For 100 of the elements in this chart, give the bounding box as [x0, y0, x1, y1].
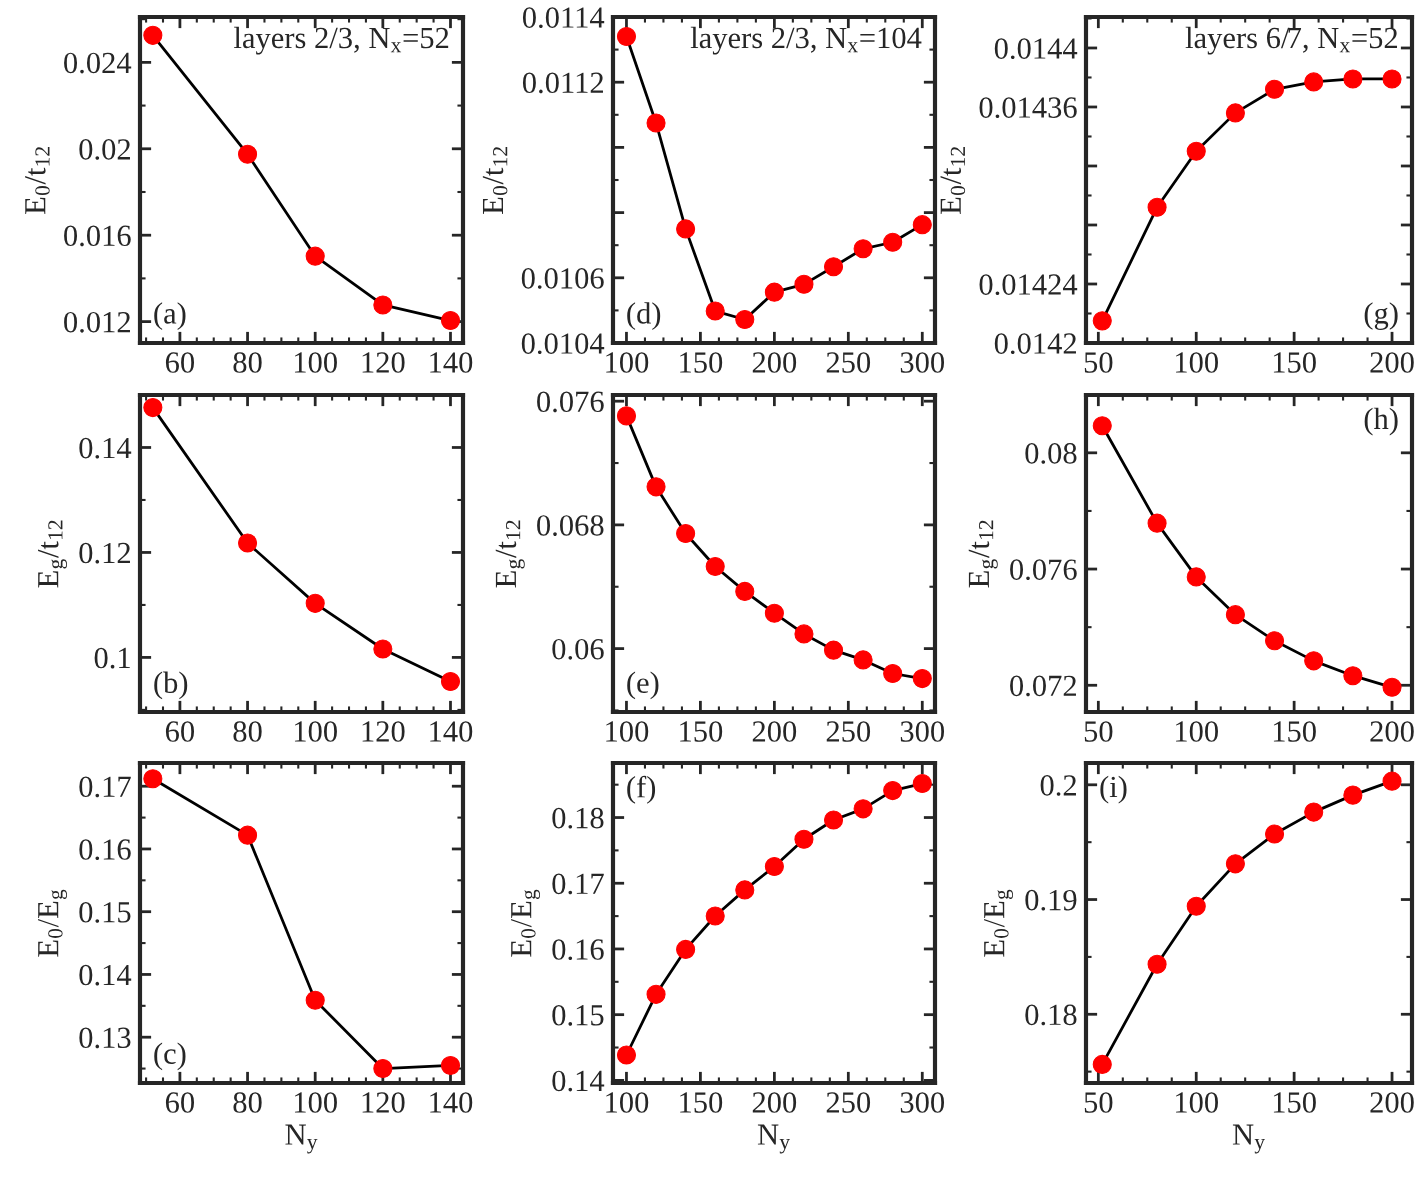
point — [1304, 802, 1324, 822]
x-tick-label: 140 — [430, 721, 473, 742]
y-axis-title: E$_{0}$/t$_{12}$ — [25, 147, 50, 214]
x-tick-label: 200 — [1370, 721, 1414, 742]
x-tick-label: 200 — [1370, 1092, 1414, 1113]
y-tick-label: 0.06 — [552, 638, 604, 660]
y-tick-label: 0.024 — [64, 52, 132, 74]
point — [1225, 854, 1245, 874]
x-tick-label: 80 — [233, 721, 262, 742]
x-tick-label: 50 — [1084, 352, 1113, 373]
annotation: (g) — [1364, 302, 1398, 330]
y-tick-label: 0.068 — [537, 515, 604, 536]
point — [1265, 631, 1285, 651]
y-tick-label: 0.17 — [79, 776, 131, 798]
point — [616, 1045, 637, 1065]
y-tick-label: 0.076 — [1010, 559, 1077, 581]
x-tick-label: 150 — [1273, 721, 1316, 742]
annotation: (h) — [1364, 407, 1398, 436]
x-tick-label: 300 — [900, 1092, 945, 1113]
point — [676, 524, 696, 544]
point — [794, 624, 814, 644]
point — [1225, 605, 1245, 625]
point — [1147, 197, 1167, 217]
x-tick-label: 150 — [1273, 1092, 1316, 1113]
x-tick-label: 250 — [826, 352, 871, 373]
x-tick-label: 100 — [606, 352, 649, 373]
point — [764, 603, 784, 623]
y-axis-title: E$_{g}$/t$_{12}$ — [968, 520, 998, 588]
y-tick-label: 0.01424 — [979, 274, 1078, 296]
x-tick-label: 100 — [294, 721, 337, 742]
x-tick-label: 100 — [1176, 1092, 1218, 1113]
point — [1343, 69, 1363, 89]
point — [1343, 666, 1363, 686]
point — [373, 295, 393, 315]
x-tick-label: 200 — [1370, 352, 1414, 373]
y-tick-label: 0.19 — [1025, 889, 1077, 911]
point — [735, 309, 755, 330]
x-tick-label: 300 — [900, 721, 945, 742]
y-axis-title: E$_{g}$/t$_{12}$ — [38, 520, 68, 588]
point — [373, 639, 393, 659]
y-tick-label: 0.0106 — [521, 268, 604, 289]
y-tick-label: 0.14 — [552, 1070, 605, 1092]
y-tick-label: 0.16 — [79, 839, 131, 860]
x-tick-label: 120 — [362, 352, 405, 373]
point — [764, 857, 784, 877]
y-tick-label: 0.18 — [1025, 1004, 1077, 1026]
point — [1304, 651, 1324, 671]
y-axis-title: E$_{0}$/E$_{g}$ — [38, 889, 68, 957]
point — [1265, 824, 1285, 844]
y-tick-label: 0.016 — [64, 225, 131, 247]
annotation: (f) — [627, 775, 656, 804]
point — [705, 906, 725, 926]
point — [646, 113, 666, 133]
x-tick-label: 200 — [752, 721, 797, 742]
point — [143, 25, 163, 45]
y-tick-label: 0.14 — [79, 964, 132, 986]
x-tick-label: 50 — [1084, 1092, 1113, 1113]
y-tick-label: 0.15 — [552, 1004, 604, 1026]
point — [676, 939, 696, 959]
point — [1186, 141, 1206, 161]
y-axis-title: E$_{0}$/E$_{g}$ — [984, 889, 1014, 957]
point — [735, 581, 755, 601]
x-tick-label: 100 — [606, 1092, 649, 1113]
point — [238, 825, 258, 845]
y-tick-label: 0.0114 — [522, 7, 605, 29]
x-axis-title: N$_{y}$ — [757, 1124, 790, 1154]
y-tick-label: 0.13 — [79, 1027, 131, 1049]
y-tick-label: 0.076 — [537, 391, 604, 413]
point — [853, 650, 873, 670]
point — [883, 781, 903, 801]
y-tick-label: 0.14 — [79, 437, 132, 459]
point — [373, 1059, 393, 1079]
y-tick-label: 0.0142 — [994, 333, 1076, 355]
y-tick-label: 0.2 — [1040, 775, 1076, 796]
chart-title: layers 2/3, N$_{x}$=104 — [690, 26, 922, 55]
x-axis-title: N$_{y}$ — [1232, 1124, 1265, 1154]
point — [823, 810, 844, 830]
x-tick-label: 50 — [1084, 721, 1113, 742]
point — [705, 301, 725, 321]
x-tick-label: 60 — [165, 721, 195, 742]
x-tick-label: 150 — [1273, 352, 1316, 373]
x-tick-label: 250 — [826, 1092, 871, 1113]
x-tick-label: 120 — [362, 721, 405, 742]
point — [705, 556, 725, 577]
y-tick-label: 0.16 — [552, 939, 604, 960]
point — [794, 829, 814, 849]
point — [853, 239, 873, 259]
x-tick-label: 300 — [900, 352, 945, 373]
point — [238, 533, 258, 553]
y-tick-label: 0.0144 — [994, 38, 1078, 60]
point — [646, 984, 666, 1004]
x-tick-label: 100 — [294, 352, 337, 373]
point — [1225, 103, 1245, 123]
x-tick-label: 60 — [165, 1092, 195, 1113]
chart-title: layers 2/3, N$_{x}$=52 — [234, 26, 449, 55]
x-tick-label: 200 — [752, 352, 797, 373]
point — [305, 990, 325, 1010]
x-tick-label: 140 — [430, 1092, 473, 1113]
point — [1265, 79, 1285, 99]
x-tick-label: 140 — [430, 352, 473, 373]
